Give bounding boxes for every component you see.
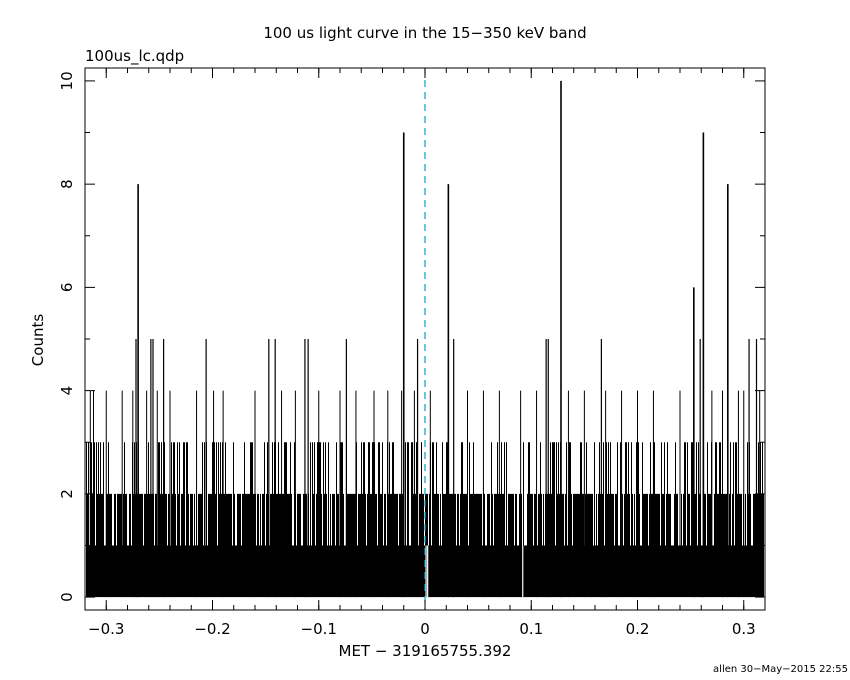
y-tick-label: 4 — [58, 386, 76, 396]
ticks-group: −0.3 −0.2 −0.1 0 0.1 0.2 0.3 0 2 4 6 8 10 — [58, 68, 766, 638]
footer-credit: allen 30−May−2015 22:55 — [713, 664, 848, 675]
x-tick-label: −0.1 — [301, 620, 337, 638]
y-tick-label: 8 — [58, 179, 76, 189]
x-axis-label: MET − 319165755.392 — [339, 642, 512, 660]
x-tick-label: 0.2 — [626, 620, 650, 638]
chart-title: 100 us light curve in the 15−350 keV ban… — [263, 24, 586, 42]
y-tick-label: 2 — [58, 489, 76, 499]
x-tick-label: 0 — [420, 620, 430, 638]
y-tick-label: 6 — [58, 283, 76, 293]
x-tick-label: 0.1 — [519, 620, 543, 638]
x-tick-label: −0.2 — [194, 620, 230, 638]
y-axis-label: Counts — [29, 314, 47, 367]
x-tick-label: 0.3 — [732, 620, 756, 638]
bars-group — [86, 80, 764, 598]
y-tick-label: 10 — [58, 71, 76, 90]
y-tick-label: 0 — [58, 592, 76, 602]
x-tick-label: −0.3 — [88, 620, 124, 638]
chart-subtitle: 100us_lc.qdp — [85, 47, 184, 66]
